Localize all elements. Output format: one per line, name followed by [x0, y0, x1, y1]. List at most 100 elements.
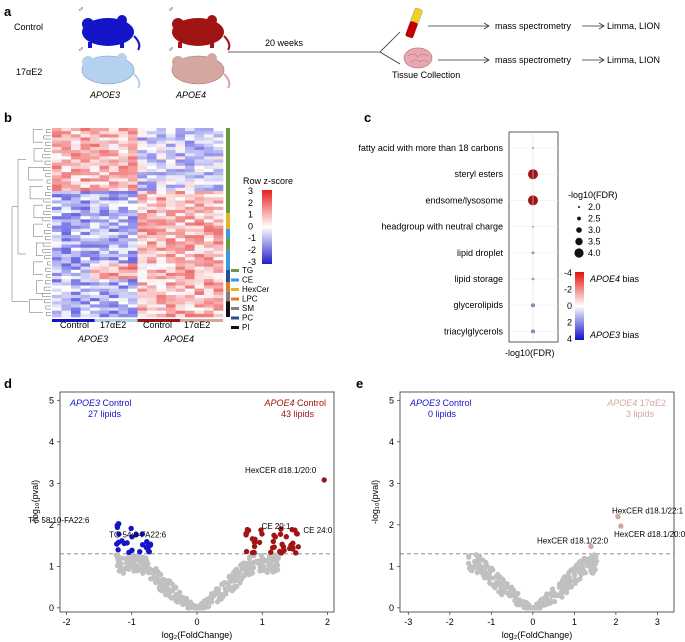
panel-label-e: e: [356, 376, 363, 391]
heatmap-cell: [80, 241, 91, 245]
heatmap-cell: [99, 247, 110, 252]
heatmap-cell: [99, 153, 110, 157]
panel-label-a: a: [4, 4, 12, 19]
data-point-ns: [505, 584, 511, 590]
data-point-ns: [577, 576, 583, 582]
heatmap-cell: [194, 150, 205, 154]
heatmap-cell: [147, 313, 157, 318]
heatmap-cell: [147, 153, 157, 157]
heatmap-cell: [147, 181, 157, 185]
heatmap-cell: [213, 244, 224, 248]
heatmap-cell: [166, 216, 176, 220]
heatmap-cell: [109, 165, 119, 170]
heatmap-cell: [128, 250, 138, 255]
heatmap-cell: [71, 244, 81, 248]
z-tick-label: -3: [248, 257, 256, 267]
heatmap-cell: [166, 156, 176, 160]
data-point-ns: [544, 596, 550, 602]
data-point-ns: [166, 593, 173, 599]
data-point-ns: [129, 554, 135, 560]
heatmap-cell: [204, 279, 214, 283]
heatmap-cell: [166, 250, 176, 255]
heatmap-cell: [137, 241, 148, 245]
data-point-significant: [126, 549, 132, 556]
legend-label: PI: [242, 323, 250, 332]
heatmap-cell: [61, 301, 72, 305]
heatmap-cell: [204, 244, 214, 248]
heatmap-cell: [90, 209, 100, 214]
heatmap-cell: [52, 137, 62, 141]
heatmap-cell: [109, 162, 119, 167]
heatmap-cell: [109, 209, 119, 214]
heatmap-cell: [156, 128, 167, 132]
data-point-ns: [466, 553, 472, 559]
heatmap-cell: [118, 225, 129, 230]
heatmap-cell: [185, 235, 195, 239]
heatmap-cell: [109, 140, 119, 145]
heatmap-cell: [99, 276, 110, 280]
heatmap-cell: [52, 269, 62, 274]
heatmap-cell: [185, 206, 195, 211]
heatmap-cell: [175, 200, 186, 204]
z-score-colorbar: [262, 190, 272, 264]
heatmap-cell: [99, 257, 110, 261]
heatmap-cell: [213, 162, 224, 167]
size-legend-label: 3.0: [588, 225, 601, 235]
volcano-plot-e: -3 -2 -1 0 1 2 3 0 1 2 3 4 5 log₂(FoldChange) -log₁₀(p…: [370, 391, 685, 640]
heatmap-cell: [137, 184, 148, 189]
data-point-ns: [231, 586, 237, 592]
heatmap-cell: [137, 165, 148, 170]
heatmap-cell: [137, 250, 148, 255]
heatmap-cell: [204, 231, 214, 236]
heatmap-cell: [109, 213, 119, 217]
data-point-ns: [183, 596, 189, 603]
heatmap-cell: [194, 225, 205, 230]
heatmap-cell: [194, 291, 205, 296]
heatmap-cell: [147, 143, 157, 148]
data-point-ns: [223, 591, 229, 597]
heatmap-cell: [99, 263, 110, 267]
heatmap-cell: [147, 178, 157, 182]
heatmap-cell: [71, 150, 81, 154]
heatmap-cell: [52, 307, 62, 311]
heatmap-cell: [71, 140, 81, 145]
heatmap-cell: [175, 225, 186, 230]
mouse-icon-apoe3-17ae2: [81, 53, 141, 89]
heatmap-cell: [90, 228, 100, 233]
heatmap-cell: [80, 140, 91, 145]
heatmap-cell: [175, 150, 186, 154]
heatmap-cell: [166, 260, 176, 264]
heatmap-cell: [128, 213, 138, 217]
data-point-ns: [512, 590, 519, 597]
heatmap-cell: [99, 228, 110, 233]
heatmap-cell: [204, 313, 214, 318]
heatmap-cell: [185, 222, 195, 226]
heatmap-cell: [213, 247, 224, 252]
heatmap-cell: [156, 222, 167, 226]
heatmap-cell: [71, 282, 81, 286]
heatmap-cell: [128, 206, 138, 211]
heatmap-cell: [128, 216, 138, 220]
heatmap-cell: [156, 235, 167, 239]
heatmap-cell: [185, 263, 195, 267]
heatmap-cell: [71, 279, 81, 283]
heatmap-cell: [166, 310, 176, 315]
heatmap-cell: [175, 272, 186, 277]
data-point-significant: [137, 548, 143, 555]
sidebar-class-segment: [226, 238, 230, 251]
heatmap-cell: [156, 313, 167, 318]
heatmap-cell: [118, 282, 129, 286]
heatmap-cell: [90, 238, 100, 242]
y-tick-label: 0: [49, 603, 54, 613]
z-tick-label: 1: [248, 210, 253, 220]
heatmap-cell: [213, 269, 224, 274]
heatmap-cell: [80, 203, 91, 208]
heatmap-cell: [175, 294, 186, 299]
heatmap-cell: [137, 260, 148, 264]
heatmap-cell: [137, 172, 148, 176]
heatmap-cell: [109, 128, 119, 132]
heatmap-cell: [194, 260, 205, 264]
heatmap-cell: [128, 156, 138, 160]
heatmap-cell: [213, 137, 224, 141]
heatmap-cell: [118, 150, 129, 154]
